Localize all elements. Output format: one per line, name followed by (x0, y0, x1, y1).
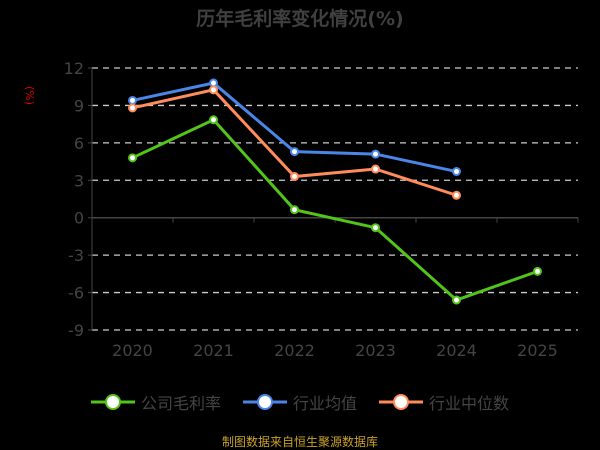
data-point (371, 164, 380, 174)
x-tick-label: 2022 (274, 341, 315, 360)
y-tick-label: 0 (74, 209, 84, 228)
line-chart: 12 9 6 3 0 -3 -6 -9 2020 2021 2022 2023 2024 2025 (64, 59, 579, 360)
source-footer: 制图数据来自恒生聚源数据库 (221, 435, 378, 449)
chart-title: 历年毛利率变化情况(%) (196, 8, 404, 30)
data-point (290, 205, 299, 215)
data-point (209, 115, 218, 125)
y-tick-label: -6 (68, 284, 84, 303)
legend-label: 行业中位数 (429, 394, 510, 413)
legend-label: 行业均值 (292, 394, 357, 413)
x-tick-label: 2021 (193, 341, 234, 360)
legend-marker-icon (90, 394, 135, 410)
x-tick-label: 2020 (112, 341, 153, 360)
legend-item[interactable]: 行业均值 (242, 390, 357, 414)
data-point (452, 295, 461, 305)
x-tick-label: 2024 (436, 341, 477, 360)
data-point (371, 223, 380, 233)
x-tick-label: 2025 (517, 341, 558, 360)
legend-item[interactable]: 行业中位数 (379, 390, 509, 414)
data-point (128, 153, 137, 163)
y-tick-label: 6 (74, 134, 84, 153)
data-point (452, 190, 461, 200)
data-point (290, 172, 299, 182)
data-point (533, 266, 542, 276)
series-line (131, 117, 539, 302)
data-point (209, 85, 218, 95)
y-tick-label: 12 (64, 59, 84, 78)
legend-label: 公司毛利率 (140, 394, 221, 413)
data-point (128, 95, 137, 105)
legend-marker-icon (242, 394, 287, 410)
legend-item[interactable]: 公司毛利率 (90, 390, 221, 414)
data-point (128, 103, 137, 113)
y-tick-label: 9 (74, 96, 84, 115)
data-point (452, 167, 461, 177)
x-tick-label: 2023 (355, 341, 396, 360)
data-point (371, 149, 380, 159)
y-tick-label: -3 (68, 246, 84, 265)
legend-marker-icon (379, 394, 423, 410)
legend: 公司毛利率 行业均值 行业中位数 (0, 390, 600, 414)
y-tick-label: -9 (68, 321, 84, 340)
data-point (290, 147, 299, 157)
y-tick-label: 3 (74, 171, 84, 190)
